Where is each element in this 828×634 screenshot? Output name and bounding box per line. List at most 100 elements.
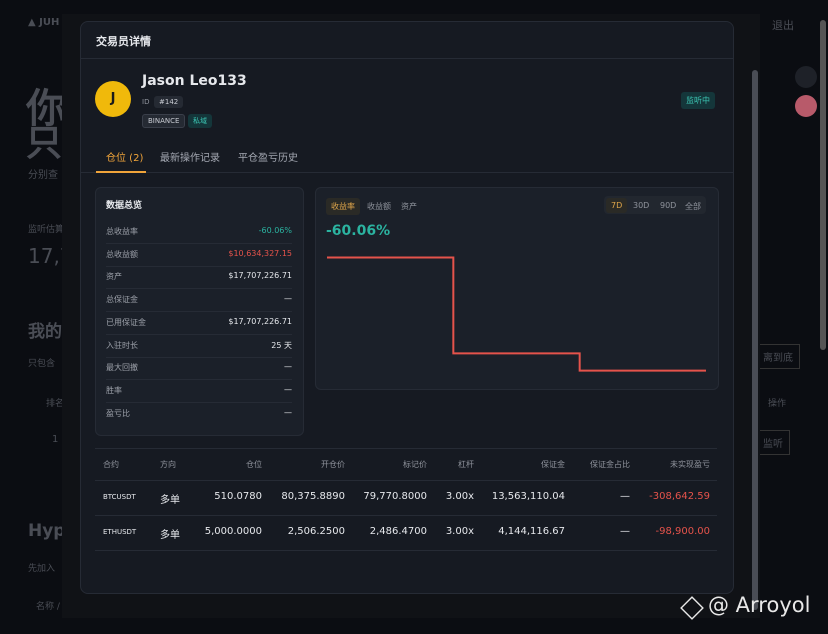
cell: 2,486.4700	[369, 526, 427, 537]
section-sub: 只包含	[28, 359, 56, 369]
range-group	[604, 196, 706, 214]
line	[327, 256, 706, 372]
cell: —	[620, 491, 630, 502]
divider	[95, 480, 717, 481]
stat-label: 总收益率	[106, 227, 138, 236]
divider	[106, 333, 292, 335]
cell: 79,770.8000	[363, 491, 427, 502]
cell: 3.00x	[445, 526, 474, 537]
stat-value: —	[284, 384, 292, 394]
col-header: 方向	[160, 460, 176, 469]
brand-text: JUH	[39, 17, 60, 28]
divider	[106, 379, 292, 381]
status-badge: 监听中	[681, 92, 715, 109]
col-header: 名称 / 地	[36, 602, 72, 612]
stat-label: 盈亏比	[106, 408, 130, 418]
stat-label: 总保证金	[106, 295, 138, 305]
range-tab[interactable]: 90D	[660, 201, 677, 210]
divider	[106, 401, 292, 403]
cell: 多单	[160, 495, 180, 506]
divider	[106, 243, 292, 244]
divider	[81, 58, 733, 59]
cell: —	[620, 526, 630, 537]
id-badge: #142	[154, 96, 184, 108]
cell: 多单	[160, 530, 180, 541]
divider	[106, 265, 292, 267]
tag: 私域	[188, 114, 212, 128]
chart-tab[interactable]: 资产	[401, 202, 417, 211]
divider	[106, 356, 292, 358]
watermark: @ Arroyol	[708, 593, 811, 617]
panel-title: 数据总览	[106, 201, 143, 211]
col-header: 未实现盈亏	[670, 460, 710, 469]
cell: 5,000.0000	[204, 526, 262, 537]
cell: -98,900.00	[655, 526, 710, 537]
cell: 2,506.2500	[287, 526, 345, 537]
headline-value: -60.06%	[326, 223, 391, 239]
modal-title: 交易员详情	[96, 35, 151, 48]
col-header: 排名	[46, 399, 65, 409]
cell: 1	[52, 434, 59, 445]
chart-tab[interactable]: 收益率	[326, 198, 360, 215]
chart-panel	[315, 187, 719, 390]
col-header: 杠杆	[458, 460, 474, 469]
hero: 你	[26, 86, 66, 132]
stat-label: 胜率	[106, 385, 122, 395]
cell: -308,642.59	[649, 491, 710, 502]
tab[interactable]: 仓位 (2)	[106, 153, 144, 164]
stat-value: —	[284, 362, 292, 372]
tab-indicator	[96, 171, 146, 173]
stat-value: -60.06%	[258, 226, 292, 235]
section-sub: 先加入	[28, 564, 56, 574]
stat-label: 资产	[106, 272, 122, 282]
cell: 3.00x	[445, 491, 474, 502]
col-header: 开仓价	[321, 460, 345, 469]
divider	[81, 172, 733, 173]
cell: 13,563,110.04	[491, 491, 565, 502]
cell: ETHUSDT	[103, 528, 137, 536]
cell: BTCUSDT	[103, 493, 136, 501]
cell: 4,144,116.67	[498, 526, 565, 537]
stat-value: $10,634,327.15	[228, 248, 292, 258]
range-tab[interactable]: 全部	[685, 202, 701, 211]
brand: ▲ JUH	[28, 17, 60, 28]
col-header: 操作	[768, 399, 787, 409]
col-header: 合约	[103, 460, 119, 469]
divider	[95, 550, 717, 551]
range-tab[interactable]: 30D	[633, 201, 650, 210]
col-header: 标记价	[403, 460, 427, 469]
stat-label: 最大回撤	[106, 363, 138, 373]
divider	[95, 515, 717, 516]
col-header: 保证金占比	[590, 460, 630, 469]
divider	[106, 288, 292, 290]
cell: 80,375.8890	[281, 491, 345, 502]
stat-value: —	[284, 407, 292, 417]
icon-button[interactable]	[795, 66, 817, 88]
hero: 只	[26, 123, 63, 164]
scrollbar	[820, 20, 826, 350]
est-label: 监听估算	[28, 225, 65, 235]
icon-button[interactable]	[795, 95, 817, 117]
stat-value: —	[284, 294, 292, 304]
stat-label: 已用保证金	[106, 317, 146, 327]
avatar: J	[95, 81, 131, 117]
cell: 510.0780	[214, 491, 262, 502]
col-header: 仓位	[246, 460, 262, 469]
stat-label: 总收益额	[106, 249, 138, 259]
hero-sub: 分别查	[28, 170, 58, 181]
logout[interactable]: 退出	[772, 19, 794, 32]
trader-name: Jason Leo133	[142, 73, 247, 89]
range-tab[interactable]: 7D	[606, 198, 628, 213]
stat-value: 25 天	[271, 340, 292, 350]
stat-value: $17,707,226.71	[228, 271, 292, 281]
tab[interactable]: 平仓盈亏历史	[238, 153, 298, 164]
scrollbar	[752, 70, 758, 610]
col-header: 保证金	[541, 460, 565, 469]
divider	[106, 311, 292, 313]
section-title: 我的	[28, 322, 62, 342]
id-label: ID	[142, 98, 150, 106]
tab[interactable]: 最新操作记录	[160, 153, 220, 164]
chart-tab[interactable]: 收益额	[367, 202, 391, 211]
